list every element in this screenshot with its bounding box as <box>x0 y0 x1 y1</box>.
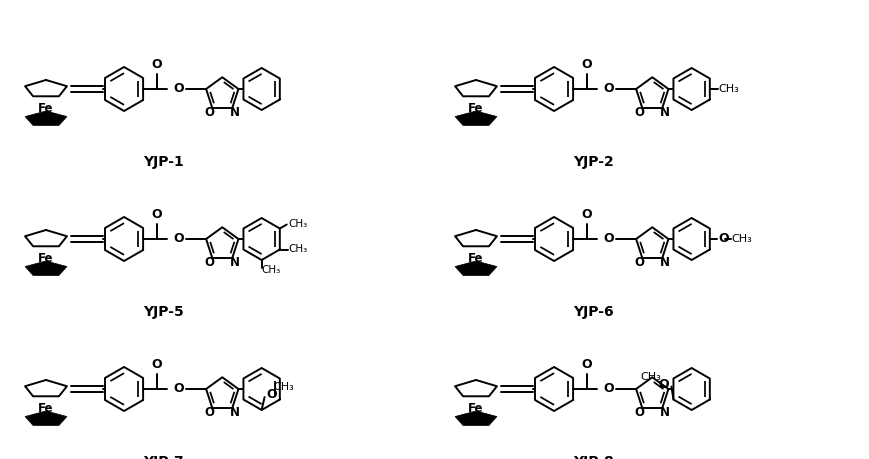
Polygon shape <box>25 261 67 275</box>
Text: O: O <box>152 208 163 221</box>
Text: CH₃: CH₃ <box>289 245 308 254</box>
Text: N: N <box>660 406 670 419</box>
Polygon shape <box>455 411 497 425</box>
Text: O: O <box>204 106 215 118</box>
Text: O: O <box>204 256 215 269</box>
Text: CH₃: CH₃ <box>640 371 661 381</box>
Text: O: O <box>634 406 644 419</box>
Text: O: O <box>604 233 614 246</box>
Text: CH₃: CH₃ <box>732 234 753 244</box>
Text: O: O <box>152 58 163 71</box>
Text: O: O <box>634 256 644 269</box>
Text: YJP-8: YJP-8 <box>573 455 614 459</box>
Text: CH₃: CH₃ <box>262 265 281 275</box>
Text: N: N <box>660 106 670 118</box>
Text: N: N <box>660 256 670 269</box>
Text: N: N <box>230 256 240 269</box>
Text: Fe: Fe <box>468 252 484 265</box>
Text: O: O <box>634 106 644 118</box>
Text: CH₃: CH₃ <box>719 84 740 94</box>
Text: O: O <box>604 382 614 396</box>
Text: YJP-6: YJP-6 <box>573 305 614 319</box>
Text: Fe: Fe <box>468 403 484 415</box>
Text: Fe: Fe <box>38 252 54 265</box>
Text: O: O <box>204 406 215 419</box>
Text: O: O <box>267 388 277 402</box>
Text: N: N <box>230 106 240 118</box>
Text: Fe: Fe <box>468 102 484 116</box>
Text: O: O <box>719 233 729 246</box>
Text: O: O <box>174 382 184 396</box>
Text: CH₃: CH₃ <box>289 218 308 229</box>
Polygon shape <box>455 111 497 125</box>
Text: CH₃: CH₃ <box>274 382 295 392</box>
Text: O: O <box>581 358 593 371</box>
Text: O: O <box>152 358 163 371</box>
Text: YJP-7: YJP-7 <box>143 455 183 459</box>
Text: YJP-5: YJP-5 <box>143 305 183 319</box>
Text: Fe: Fe <box>38 403 54 415</box>
Polygon shape <box>455 261 497 275</box>
Text: Fe: Fe <box>38 102 54 116</box>
Text: O: O <box>604 83 614 95</box>
Text: O: O <box>174 83 184 95</box>
Text: O: O <box>581 208 593 221</box>
Text: N: N <box>230 406 240 419</box>
Text: YJP-2: YJP-2 <box>573 155 614 169</box>
Text: O: O <box>581 58 593 71</box>
Text: O: O <box>174 233 184 246</box>
Polygon shape <box>25 111 67 125</box>
Text: YJP-1: YJP-1 <box>143 155 183 169</box>
Text: O: O <box>659 378 669 391</box>
Polygon shape <box>25 411 67 425</box>
